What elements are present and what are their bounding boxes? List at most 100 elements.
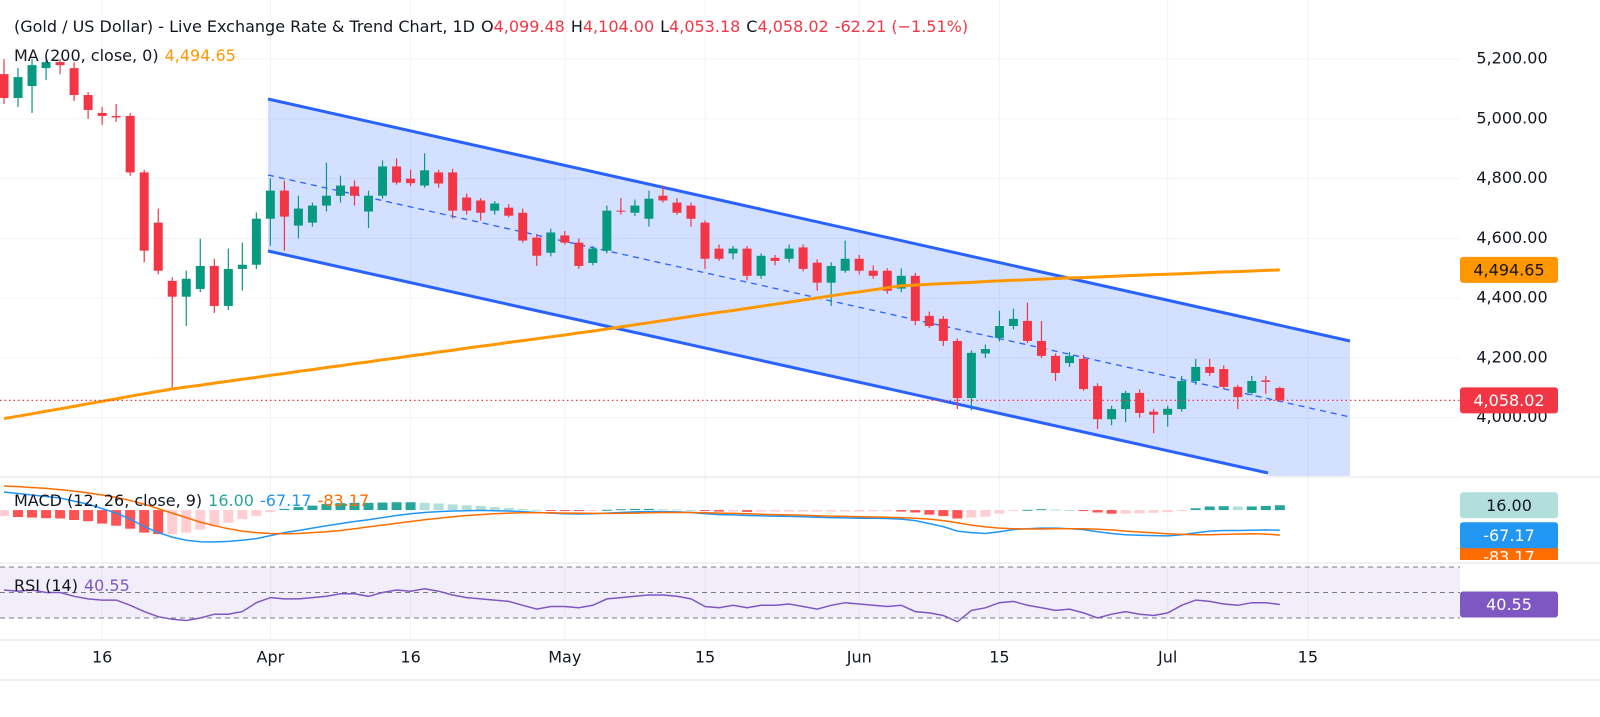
candle-body — [518, 212, 528, 241]
candle-body — [364, 195, 374, 212]
y-tick-label: 4,200.00 — [1476, 347, 1547, 366]
candle-body — [994, 325, 1004, 338]
candle-body — [293, 208, 303, 226]
macd-histogram-bar — [223, 510, 234, 523]
macd-histogram-bar — [868, 510, 879, 512]
macd-histogram-bar — [1274, 505, 1285, 511]
candle-body — [532, 237, 542, 256]
macd-histogram-bar — [629, 508, 640, 511]
macd-histogram-bar — [27, 510, 38, 518]
macd-histogram-bar — [854, 510, 865, 512]
macd-histogram-bar — [1176, 510, 1187, 512]
macd-histogram-bar — [321, 504, 332, 511]
signal-line — [3, 485, 1280, 536]
macd-histogram-bar — [966, 510, 977, 518]
macd-histogram-bar — [1148, 510, 1159, 513]
candle-body — [644, 198, 654, 219]
macd-histogram-bar — [181, 510, 192, 533]
ohlc-key: O — [481, 17, 494, 36]
candle-body — [966, 352, 976, 399]
macd-histogram-bar — [812, 510, 823, 512]
ohlc-key: C — [746, 17, 758, 36]
last-price-box: 4,058.02 — [1460, 387, 1558, 414]
macd-histogram-bar — [1134, 510, 1145, 514]
y-tick-label: 4,800.00 — [1476, 168, 1547, 187]
candle-body — [504, 207, 514, 216]
x-tick-label: Apr — [257, 648, 285, 667]
macd-histogram-bar — [952, 510, 963, 519]
macd-panel — [0, 485, 1285, 543]
candle-body — [434, 172, 444, 184]
macd-histogram-bar — [601, 509, 612, 511]
macd-histogram-bar — [307, 505, 318, 511]
rsi-box-text: 40.55 — [1486, 595, 1532, 614]
rsi-name: RSI — [14, 576, 40, 595]
macd-histogram-bar — [55, 510, 66, 519]
x-tick-label: 15 — [989, 648, 1009, 667]
macd-histogram-bar — [1036, 509, 1047, 511]
macd-histogram-bar — [363, 502, 374, 511]
candle-body — [335, 185, 345, 196]
candle-body — [209, 265, 219, 306]
macd-histogram-bar — [1120, 510, 1131, 514]
macd-histogram-bar — [714, 510, 725, 512]
candle-body — [321, 195, 331, 206]
x-tick-label: 15 — [695, 648, 715, 667]
y-tick-label: 5,200.00 — [1476, 49, 1547, 68]
macd-histogram-bar — [83, 510, 94, 522]
candle-body — [868, 270, 878, 276]
macd-histogram-bar — [447, 504, 458, 511]
ma-name: MA — [14, 46, 39, 65]
candle-body — [1163, 408, 1173, 415]
x-tick-label: 15 — [1298, 648, 1318, 667]
macd-histogram-bar — [615, 509, 626, 511]
candle-body — [55, 62, 65, 66]
candle-body — [195, 265, 205, 289]
macd-name: MACD — [14, 491, 62, 510]
candle-body — [41, 62, 51, 69]
macd-histogram-bar — [559, 510, 570, 512]
ma-params: (200, close, 0) — [43, 46, 159, 65]
candle-body — [1191, 366, 1201, 381]
macd-histogram-bar — [391, 502, 402, 511]
candle-body — [406, 178, 416, 184]
macd-histogram-bar — [840, 510, 851, 512]
ma-legend: MA (200, close, 0) 4,494.65 — [14, 45, 242, 67]
candle-body — [686, 205, 696, 219]
macd-histogram-bar — [798, 510, 809, 512]
macd-histogram-bar — [994, 510, 1005, 514]
channel-mid — [267, 174, 1351, 418]
macd-histogram-bar — [657, 509, 668, 511]
candle-body — [938, 318, 948, 341]
last-price-box-text: 4,058.02 — [1473, 391, 1544, 410]
candle-body — [139, 172, 149, 251]
candle-body — [560, 235, 570, 243]
candle-body — [223, 268, 233, 306]
macd-histogram-bar — [1064, 510, 1075, 512]
macd-histogram-bar — [938, 510, 949, 517]
candle-body — [574, 242, 584, 266]
candle-body — [111, 115, 121, 118]
macd-histogram-bar — [461, 505, 472, 511]
macd-histogram-bar — [419, 502, 430, 511]
macd-histogram-bar — [643, 508, 654, 511]
candle-body — [462, 197, 472, 211]
x-tick-label: 16 — [92, 648, 112, 667]
candle-body — [1051, 355, 1060, 373]
macd-histogram-bar — [209, 510, 220, 527]
candle-body — [251, 218, 261, 265]
candle-body — [784, 248, 794, 259]
candle-body — [13, 77, 23, 99]
rsi-value: 40.55 — [83, 576, 130, 595]
rsi-box: 40.55 — [1460, 591, 1558, 618]
candle-body — [307, 205, 317, 223]
candle-body — [826, 265, 836, 283]
candle-body — [798, 247, 808, 269]
macd-histogram-bar — [545, 510, 556, 512]
macd-histogram-bar — [153, 510, 164, 535]
ma-price-box: 4,494.65 — [1460, 256, 1558, 283]
candle-body — [616, 210, 626, 212]
hist-box: 16.00 — [1460, 492, 1558, 519]
macd-histogram-bar — [910, 510, 921, 513]
